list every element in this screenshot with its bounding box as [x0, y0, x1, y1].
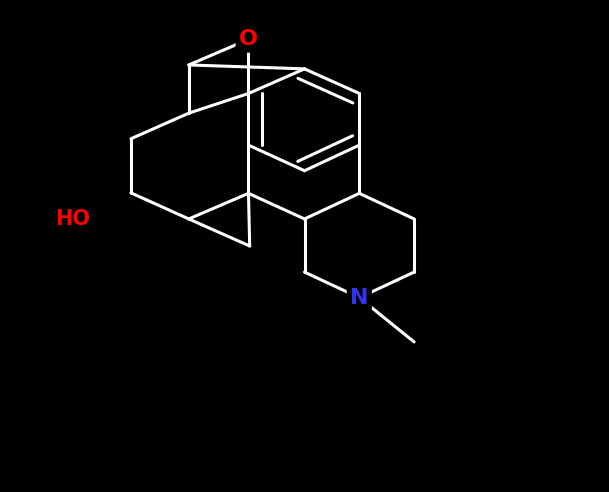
Text: O: O: [239, 30, 258, 49]
Text: N: N: [350, 288, 368, 308]
Text: HO: HO: [55, 209, 91, 229]
